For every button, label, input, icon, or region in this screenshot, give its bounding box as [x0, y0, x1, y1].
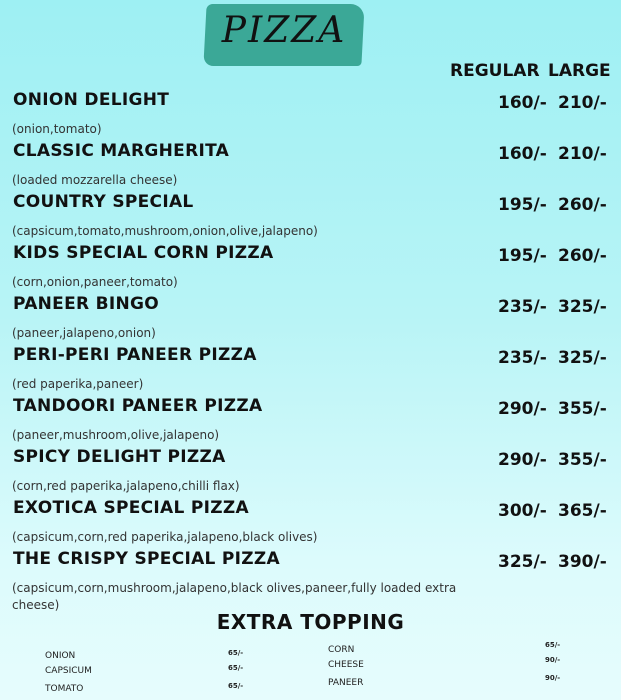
- menu-item: ONION DELIGHT (onion,tomato) 160/- 210/-: [0, 88, 621, 139]
- price-large: 260/-: [558, 246, 607, 266]
- topping-name: CAPSICUM: [45, 666, 92, 676]
- menu-item: EXOTICA SPECIAL PIZZA (capsicum,corn,red …: [0, 496, 621, 547]
- item-name: ONION DELIGHT: [13, 90, 170, 110]
- price-regular: 235/-: [498, 297, 547, 317]
- item-description: (capsicum,tomato,mushroom,onion,olive,ja…: [12, 224, 318, 238]
- price-large: 355/-: [558, 450, 607, 470]
- price-large: 390/-: [558, 552, 607, 572]
- page-title: PIZZA: [221, 10, 347, 51]
- price-regular: 325/-: [498, 552, 547, 572]
- price-regular: 290/-: [498, 450, 547, 470]
- item-description: (red paperika,paneer): [12, 377, 144, 391]
- menu-item: PERI-PERI PANEER PIZZA (red paperika,pane…: [0, 343, 621, 394]
- item-name: SPICY DELIGHT PIZZA: [13, 447, 226, 467]
- item-name: PERI-PERI PANEER PIZZA: [13, 345, 257, 365]
- price-regular: 160/-: [498, 93, 547, 113]
- price-regular: 160/-: [498, 144, 547, 164]
- price-regular: 195/-: [498, 246, 547, 266]
- topping-name: CORN: [328, 645, 355, 655]
- item-name: THE CRISPY SPECIAL PIZZA: [13, 549, 280, 569]
- item-description: (onion,tomato): [12, 122, 102, 136]
- topping-price: 65/-: [228, 682, 244, 690]
- price-large: 365/-: [558, 501, 607, 521]
- price-large: 210/-: [558, 93, 607, 113]
- menu-item: PANEER BINGO (paneer,jalapeno,onion) 235/-…: [0, 292, 621, 343]
- menu-item: TANDOORI PANEER PIZZA (paneer,mushroom,ol…: [0, 394, 621, 445]
- extra-topping-title: EXTRA TOPPING: [216, 610, 405, 634]
- menu-item: THE CRISPY SPECIAL PIZZA (capsicum,corn,m…: [0, 547, 621, 612]
- price-regular: 195/-: [498, 195, 547, 215]
- item-description: (paneer,mushroom,olive,jalapeno): [12, 428, 220, 442]
- item-description: (loaded mozzarella cheese): [12, 173, 178, 187]
- price-regular: 235/-: [498, 348, 547, 368]
- menu-item: CLASSIC MARGHERITA (loaded mozzarella che…: [0, 139, 621, 190]
- menu-list: ONION DELIGHT (onion,tomato) 160/- 210/- CLA…: [0, 88, 621, 612]
- header-regular: REGULAR: [450, 61, 540, 81]
- item-name: PANEER BINGO: [13, 294, 160, 314]
- topping-name: PANEER: [328, 678, 364, 688]
- item-name: COUNTRY SPECIAL: [13, 192, 194, 212]
- topping-price: 65/-: [545, 641, 561, 649]
- item-description: (corn,red paperika,jalapeno,chilli flax): [12, 479, 240, 493]
- menu-item: KIDS SPECIAL CORN PIZZA (corn,onion,panee…: [0, 241, 621, 292]
- menu-item: COUNTRY SPECIAL (capsicum,tomato,mushroom…: [0, 190, 621, 241]
- price-large: 210/-: [558, 144, 607, 164]
- item-name: EXOTICA SPECIAL PIZZA: [13, 498, 249, 518]
- price-large: 325/-: [558, 348, 607, 368]
- menu-item: SPICY DELIGHT PIZZA (corn,red paperika,ja…: [0, 445, 621, 496]
- price-large: 325/-: [558, 297, 607, 317]
- price-large: 260/-: [558, 195, 607, 215]
- topping-price: 90/-: [545, 674, 561, 682]
- price-large: 355/-: [558, 399, 607, 419]
- item-description: (paneer,jalapeno,onion): [12, 326, 156, 340]
- item-name: KIDS SPECIAL CORN PIZZA: [13, 243, 274, 263]
- topping-price: 65/-: [228, 664, 244, 672]
- topping-price: 90/-: [545, 656, 561, 664]
- price-regular: 290/-: [498, 399, 547, 419]
- item-name: CLASSIC MARGHERITA: [13, 141, 230, 161]
- item-description: (corn,onion,paneer,tomato): [12, 275, 178, 289]
- topping-name: ONION: [45, 651, 76, 661]
- header-large: LARGE: [548, 61, 611, 81]
- topping-name: CHEESE: [328, 660, 364, 670]
- item-description: (capsicum,corn,red paperika,jalapeno,bla…: [12, 530, 318, 544]
- item-description: (capsicum,corn,mushroom,jalapeno,black o…: [12, 581, 457, 612]
- price-regular: 300/-: [498, 501, 547, 521]
- item-name: TANDOORI PANEER PIZZA: [13, 396, 263, 416]
- topping-price: 65/-: [228, 649, 244, 657]
- topping-name: TOMATO: [45, 684, 84, 694]
